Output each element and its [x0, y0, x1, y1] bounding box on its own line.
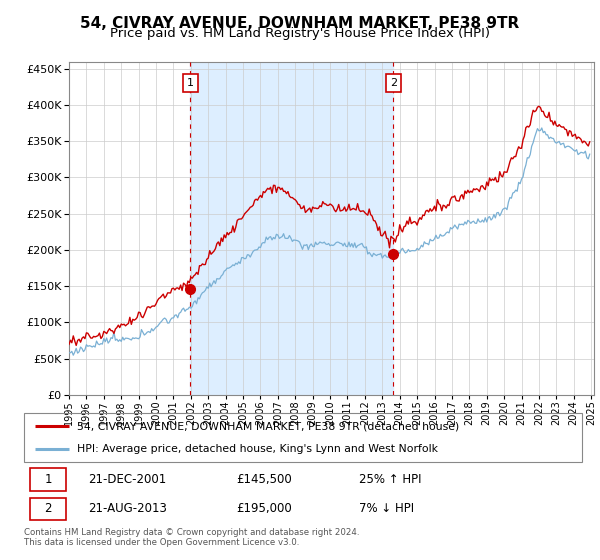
Text: Contains HM Land Registry data © Crown copyright and database right 2024.: Contains HM Land Registry data © Crown c…: [24, 528, 359, 537]
Text: Price paid vs. HM Land Registry's House Price Index (HPI): Price paid vs. HM Land Registry's House …: [110, 27, 490, 40]
Text: 1: 1: [187, 78, 194, 88]
Text: 2: 2: [390, 78, 397, 88]
Text: 21-AUG-2013: 21-AUG-2013: [88, 502, 167, 515]
Text: This data is licensed under the Open Government Licence v3.0.: This data is licensed under the Open Gov…: [24, 538, 299, 547]
Text: HPI: Average price, detached house, King's Lynn and West Norfolk: HPI: Average price, detached house, King…: [77, 444, 438, 454]
Text: 2: 2: [44, 502, 52, 515]
Text: 1: 1: [44, 473, 52, 486]
FancyBboxPatch shape: [29, 498, 66, 520]
Text: 54, CIVRAY AVENUE, DOWNHAM MARKET, PE38 9TR: 54, CIVRAY AVENUE, DOWNHAM MARKET, PE38 …: [80, 16, 520, 31]
Text: 7% ↓ HPI: 7% ↓ HPI: [359, 502, 414, 515]
Text: £195,000: £195,000: [236, 502, 292, 515]
FancyBboxPatch shape: [29, 468, 66, 491]
Text: £145,500: £145,500: [236, 473, 292, 486]
Text: 21-DEC-2001: 21-DEC-2001: [88, 473, 166, 486]
Bar: [190, 62, 394, 395]
Text: 25% ↑ HPI: 25% ↑ HPI: [359, 473, 421, 486]
Text: 54, CIVRAY AVENUE, DOWNHAM MARKET, PE38 9TR (detached house): 54, CIVRAY AVENUE, DOWNHAM MARKET, PE38 …: [77, 421, 459, 431]
